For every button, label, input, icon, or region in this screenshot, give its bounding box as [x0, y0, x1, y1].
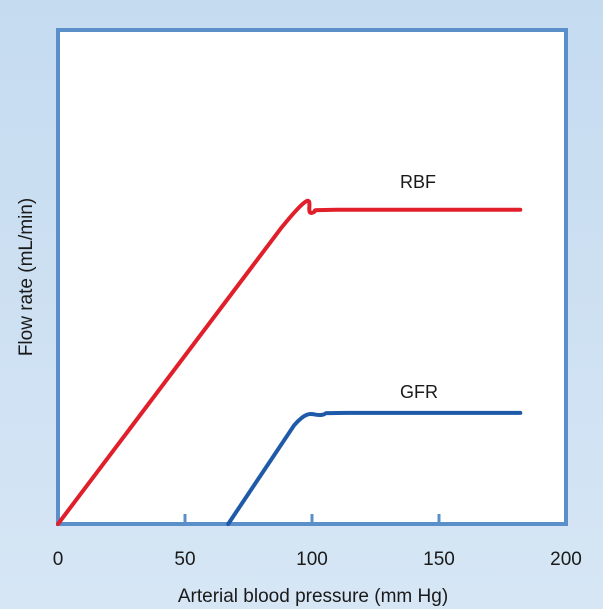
x-axis-label: Arterial blood pressure (mm Hg) — [178, 586, 448, 607]
x-tick-label-0: 0 — [53, 549, 64, 570]
series-line-gfr — [226, 410, 523, 526]
x-tick-label-100: 100 — [296, 549, 328, 570]
series-label-gfr: GFR — [400, 382, 438, 402]
y-axis-label: Flow rate (mL/min) — [16, 198, 37, 356]
x-tick-labels: 0 50 100 150 200 — [53, 549, 582, 570]
x-ticks — [56, 514, 568, 524]
series-label-rbf: RBF — [400, 172, 436, 192]
x-tick-label-50: 50 — [174, 549, 195, 570]
x-tick-label-200: 200 — [550, 549, 582, 570]
plot-area — [56, 28, 568, 526]
x-tick-label-150: 150 — [423, 549, 455, 570]
series-line-rbf — [56, 198, 523, 526]
